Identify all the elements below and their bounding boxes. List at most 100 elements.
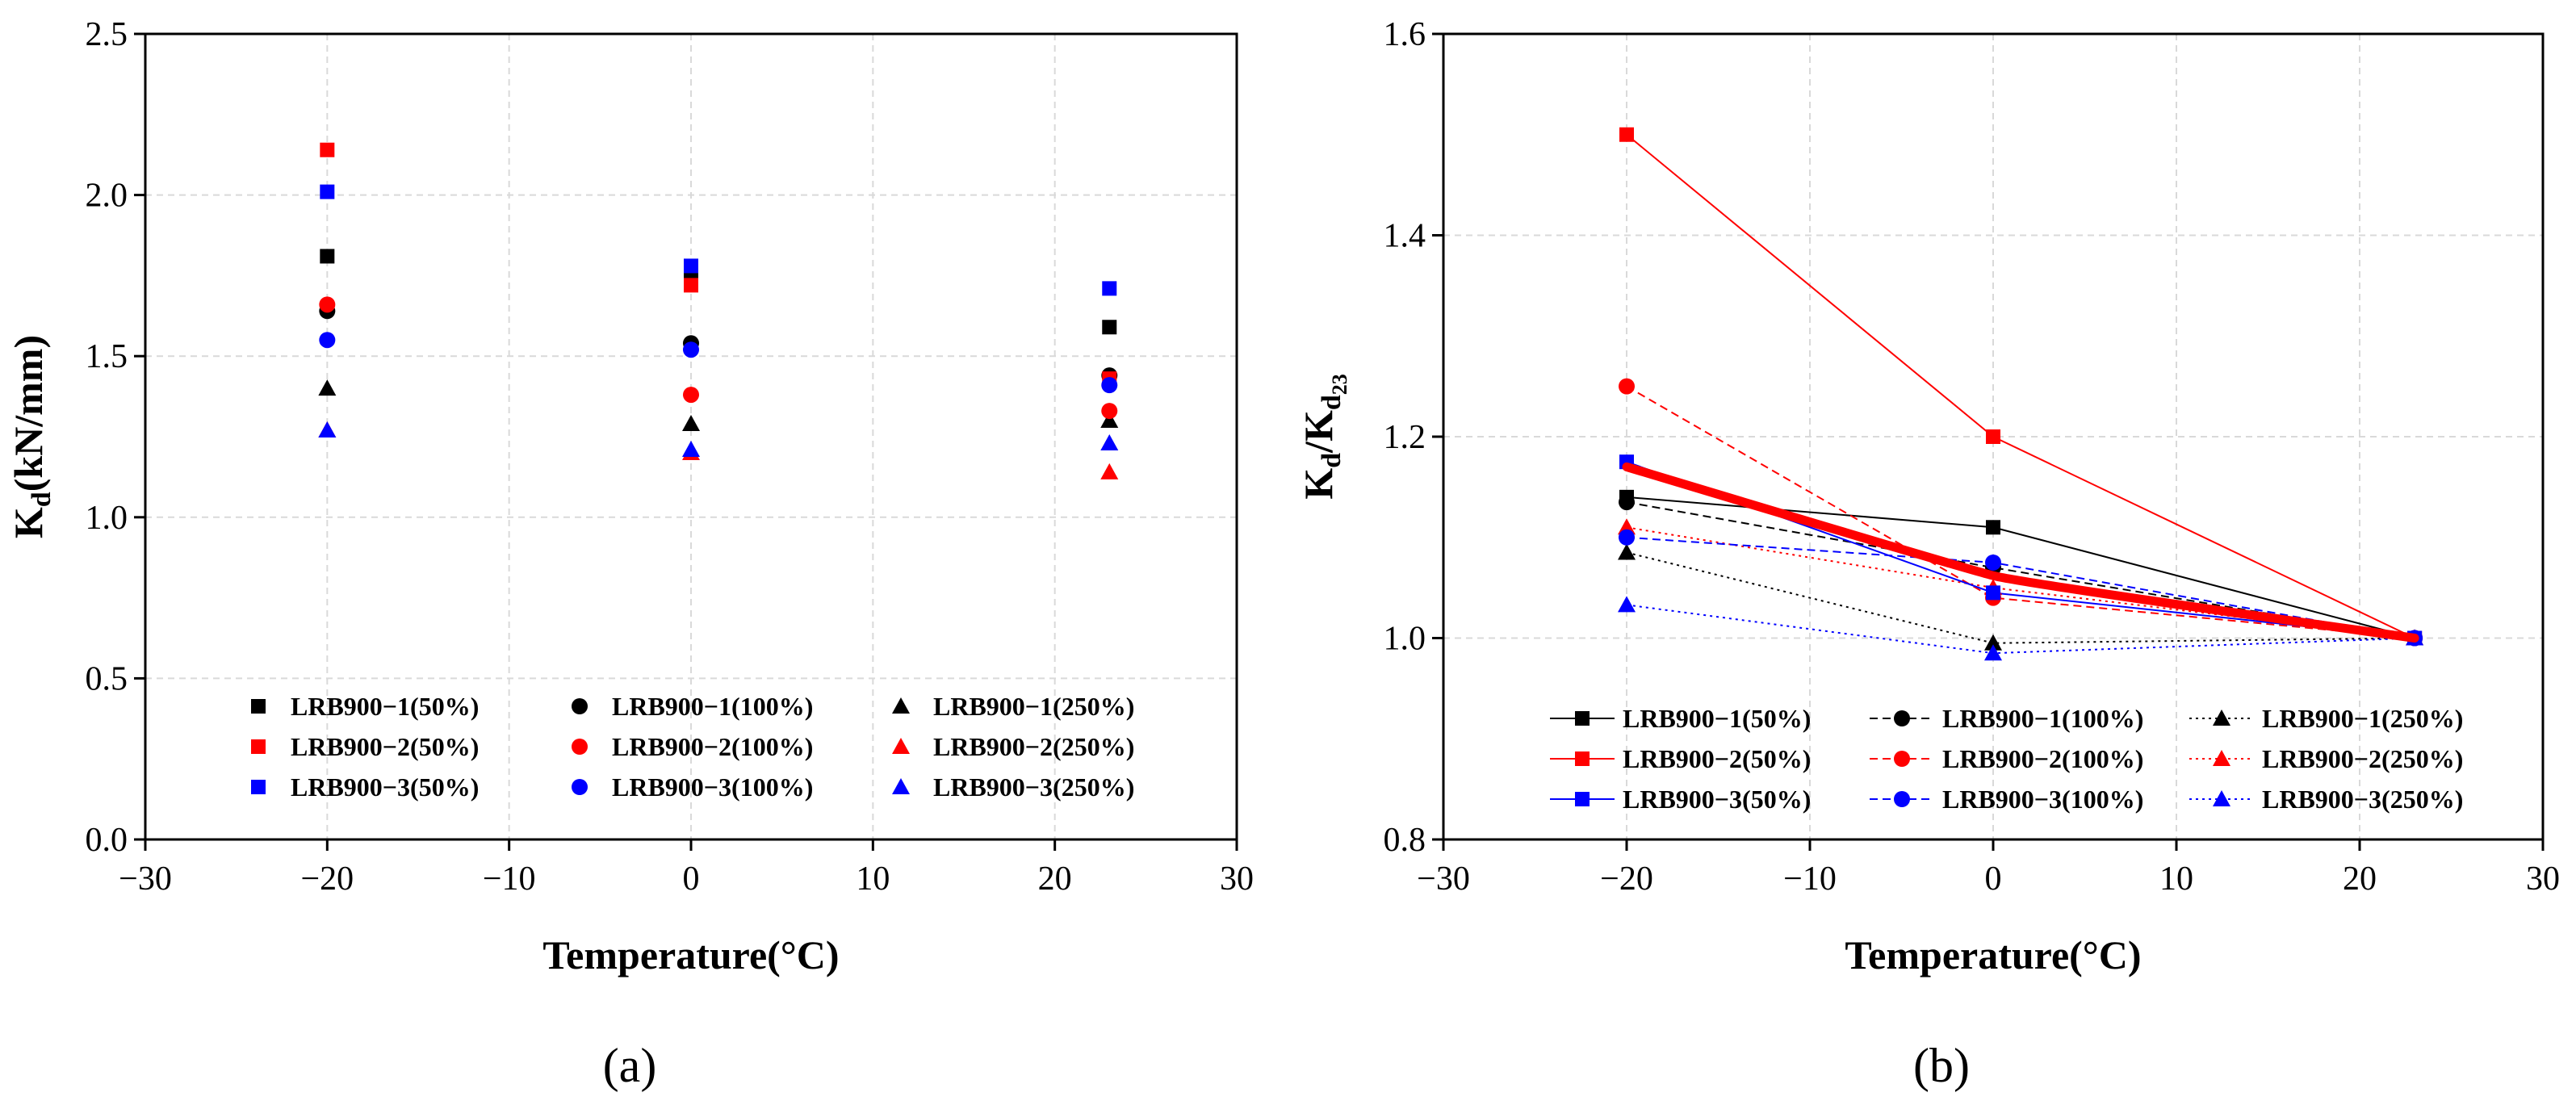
y-tick-label: 1.5 xyxy=(86,338,128,375)
y-tick-label: 1.2 xyxy=(1384,419,1426,456)
plot-frame xyxy=(144,32,1238,841)
legend-label: LRB900−3(250%) xyxy=(933,772,1134,802)
data-point xyxy=(320,249,335,264)
legend-marker xyxy=(1894,710,1910,726)
legend-marker xyxy=(572,698,588,714)
data-point xyxy=(682,415,700,432)
y-tick-label: 1.6 xyxy=(1384,16,1426,53)
legend-label: LRB900−1(250%) xyxy=(2262,704,2463,733)
x-tick-label: −10 xyxy=(483,860,536,898)
x-tick-label: 0 xyxy=(683,860,700,898)
data-point xyxy=(684,258,698,274)
data-point xyxy=(1100,412,1119,429)
data-point xyxy=(1102,281,1117,296)
chart-panel-a: −30 −20 −10 0 10 20 30 0.0 0.5 1.0 1.5 2.0 2.5 Temper… xyxy=(6,16,1254,978)
legend-label: LRB900−3(50%) xyxy=(291,772,479,802)
data-point xyxy=(1985,554,2001,571)
legend-label: LRB900−2(250%) xyxy=(933,732,1134,761)
legend-label: LRB900−1(50%) xyxy=(291,692,479,721)
panel-label-a: (a) xyxy=(603,1039,657,1092)
legend-label: LRB900−1(100%) xyxy=(612,692,813,721)
legend-marker xyxy=(251,780,266,794)
series-line xyxy=(1626,385,2415,639)
data-point xyxy=(319,332,336,349)
x-tick-label: 0 xyxy=(1985,860,2002,898)
legend-label: LRB900−1(100%) xyxy=(1942,704,2143,733)
legend-marker xyxy=(251,739,266,754)
legend-marker xyxy=(1575,751,1590,766)
legend-label: LRB900−3(250%) xyxy=(2262,785,2463,814)
data-point xyxy=(682,440,700,457)
y-tick-label: 2.0 xyxy=(86,178,128,215)
legend-label: LRB900−2(100%) xyxy=(612,732,813,761)
legend-marker xyxy=(2213,710,2230,726)
legend-label: LRB900−1(50%) xyxy=(1623,704,1811,733)
plot-frame xyxy=(1442,32,2545,841)
series-line xyxy=(1626,133,2415,639)
y-axis-title: Kd(kN/mm) xyxy=(6,335,57,538)
legend-marker xyxy=(1575,792,1590,806)
legend-label: LRB900−2(250%) xyxy=(2262,744,2463,773)
legend-marker xyxy=(1894,791,1910,807)
data-point xyxy=(1986,585,2000,601)
series-line xyxy=(1626,501,2415,639)
legend-marker xyxy=(892,778,910,794)
data-point xyxy=(1618,518,1636,535)
data-point xyxy=(318,421,337,438)
series-line xyxy=(1626,551,2415,644)
x-tick-label: 30 xyxy=(2526,860,2560,898)
legend-marker xyxy=(892,738,910,754)
x-tick-label: 20 xyxy=(1038,860,1072,898)
legend-label: LRB900−3(50%) xyxy=(1623,785,1811,814)
legend-label: LRB900−3(100%) xyxy=(1942,785,2143,814)
data-point xyxy=(318,379,337,396)
data-point xyxy=(1619,494,1635,511)
data-point xyxy=(683,387,699,404)
y-tick-label: 0.8 xyxy=(1384,822,1426,859)
x-tick-label: −10 xyxy=(1783,860,1837,898)
data-point xyxy=(320,142,335,157)
x-tick-label: 10 xyxy=(856,860,890,898)
x-axis-title: Temperature(°C) xyxy=(542,932,839,978)
legend-marker xyxy=(251,699,266,714)
data-point xyxy=(684,278,698,293)
chart-panel-b: −30 −20 −10 0 10 20 30 0.8 1.0 1.2 1.4 1.6 Temperatu… xyxy=(1296,16,2560,978)
x-tick-label: 10 xyxy=(2159,860,2193,898)
data-point xyxy=(319,296,336,313)
legend-label: LRB900−3(100%) xyxy=(612,772,813,802)
y-tick-label: 0.0 xyxy=(86,822,128,859)
legend-marker xyxy=(1894,751,1910,767)
data-point xyxy=(683,341,699,358)
legend-marker xyxy=(892,697,910,714)
data-point xyxy=(1618,543,1636,560)
data-point xyxy=(1100,433,1119,450)
legend-label: LRB900−2(50%) xyxy=(291,732,479,761)
data-point xyxy=(1619,127,1634,142)
panel-label-b: (b) xyxy=(1913,1039,1970,1092)
y-axis-title: Kd/Kd23 xyxy=(1296,374,1351,500)
series-line xyxy=(1626,461,2415,639)
x-tick-label: −30 xyxy=(119,860,172,898)
data-point xyxy=(1618,596,1636,613)
x-tick-label: −30 xyxy=(1417,860,1470,898)
x-axis-title: Temperature(°C) xyxy=(1845,932,2141,978)
y-tick-label: 1.0 xyxy=(86,500,128,537)
x-tick-label: 30 xyxy=(1220,860,1254,898)
y-tick-label: 1.4 xyxy=(1384,218,1426,255)
data-point xyxy=(1101,403,1118,420)
data-point xyxy=(1619,378,1635,395)
legend-marker xyxy=(572,739,588,755)
legend-marker xyxy=(2213,790,2230,806)
legend-marker xyxy=(1575,711,1590,726)
data-point xyxy=(320,184,335,199)
data-point xyxy=(1984,644,2002,661)
x-tick-label: −20 xyxy=(300,860,354,898)
legend-marker xyxy=(2213,750,2230,766)
data-point xyxy=(1986,429,2000,444)
y-tick-label: 0.5 xyxy=(86,660,128,697)
x-tick-label: −20 xyxy=(1600,860,1653,898)
data-point xyxy=(1101,377,1118,394)
y-tick-label: 1.0 xyxy=(1384,621,1426,658)
y-tick-label: 2.5 xyxy=(86,16,128,53)
